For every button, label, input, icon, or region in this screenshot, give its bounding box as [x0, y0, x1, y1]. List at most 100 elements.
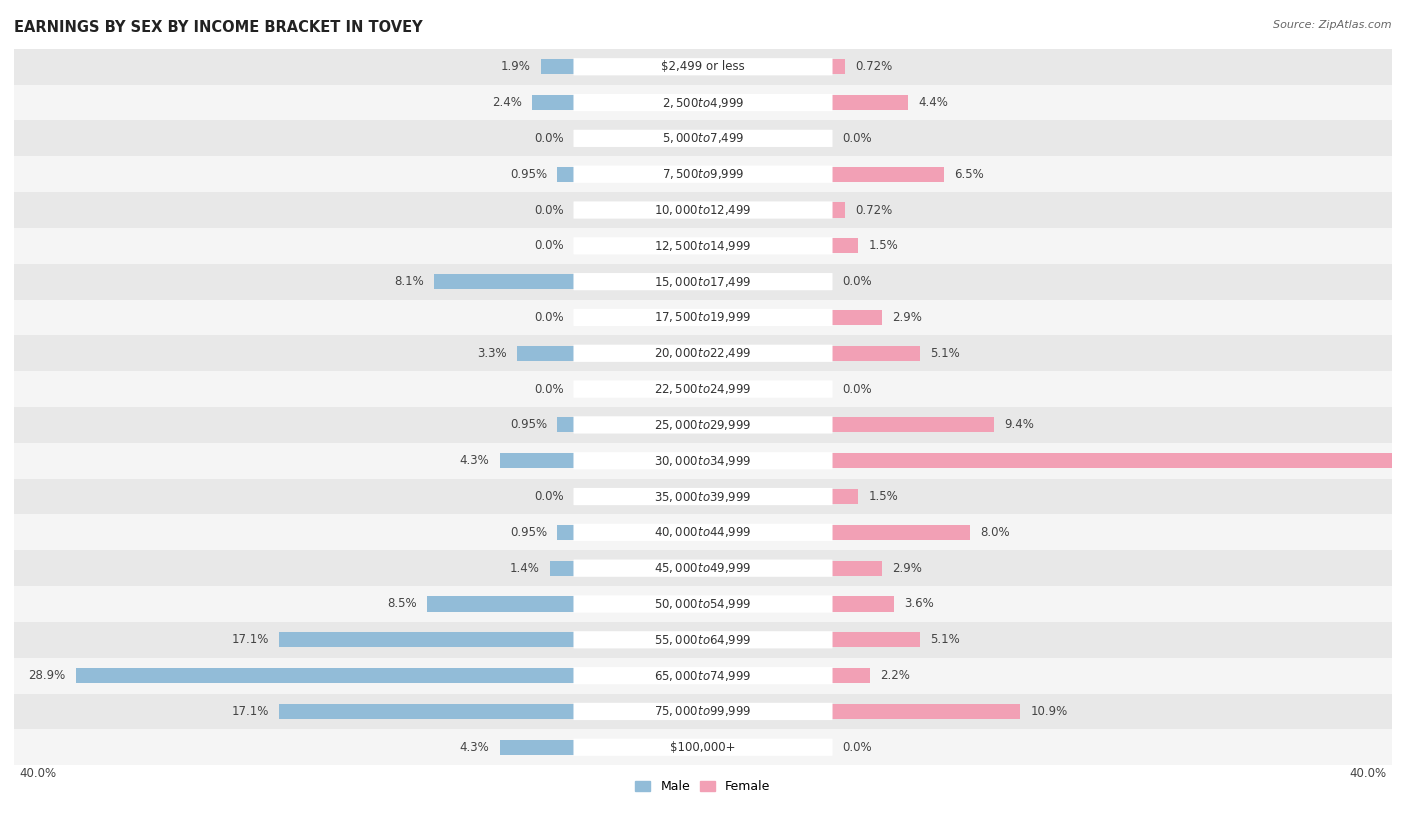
Bar	[14, 120, 1392, 156]
Text: 1.5%: 1.5%	[869, 490, 898, 503]
Text: 28.9%: 28.9%	[28, 669, 66, 682]
Bar	[14, 49, 1392, 85]
Text: $65,000 to $74,999: $65,000 to $74,999	[654, 668, 752, 683]
Text: 1.9%: 1.9%	[501, 60, 531, 73]
Bar	[832, 418, 994, 432]
Bar	[550, 561, 574, 575]
Text: $5,000 to $7,499: $5,000 to $7,499	[662, 131, 744, 146]
Bar	[832, 489, 858, 504]
FancyBboxPatch shape	[574, 452, 832, 470]
Text: 17.1%: 17.1%	[232, 633, 269, 646]
Text: 8.5%: 8.5%	[388, 597, 418, 610]
Bar	[280, 704, 574, 719]
Bar	[14, 335, 1392, 371]
Bar	[14, 300, 1392, 335]
Bar	[434, 274, 574, 289]
Bar	[832, 203, 845, 217]
FancyBboxPatch shape	[574, 488, 832, 505]
Text: 8.0%: 8.0%	[980, 526, 1010, 539]
Text: 4.3%: 4.3%	[460, 741, 489, 754]
Bar	[541, 59, 574, 74]
Text: 5.1%: 5.1%	[931, 633, 960, 646]
Bar	[832, 167, 945, 182]
FancyBboxPatch shape	[574, 738, 832, 756]
Text: $25,000 to $29,999: $25,000 to $29,999	[654, 418, 752, 432]
Text: 0.95%: 0.95%	[510, 526, 547, 539]
Bar	[499, 453, 574, 468]
Text: 2.9%: 2.9%	[893, 311, 922, 324]
Text: 0.0%: 0.0%	[534, 490, 564, 503]
Bar	[832, 704, 1019, 719]
Text: $20,000 to $22,499: $20,000 to $22,499	[654, 346, 752, 361]
Text: 0.95%: 0.95%	[510, 418, 547, 431]
Bar	[14, 407, 1392, 443]
Text: 1.5%: 1.5%	[869, 239, 898, 252]
FancyBboxPatch shape	[574, 702, 832, 720]
Text: 2.4%: 2.4%	[492, 96, 522, 109]
Bar	[832, 597, 894, 611]
Text: $50,000 to $54,999: $50,000 to $54,999	[654, 597, 752, 611]
Text: $15,000 to $17,499: $15,000 to $17,499	[654, 274, 752, 289]
FancyBboxPatch shape	[574, 201, 832, 219]
Text: 4.4%: 4.4%	[918, 96, 948, 109]
FancyBboxPatch shape	[574, 667, 832, 685]
Text: $12,500 to $14,999: $12,500 to $14,999	[654, 239, 752, 253]
Bar	[14, 228, 1392, 264]
Text: 0.0%: 0.0%	[842, 132, 872, 145]
Bar	[14, 622, 1392, 658]
Text: 1.4%: 1.4%	[509, 562, 540, 575]
Text: 4.3%: 4.3%	[460, 454, 489, 467]
Text: 5.1%: 5.1%	[931, 347, 960, 360]
FancyBboxPatch shape	[574, 237, 832, 255]
Legend: Male, Female: Male, Female	[630, 775, 776, 799]
Text: 8.1%: 8.1%	[394, 275, 425, 288]
Bar	[14, 264, 1392, 300]
Text: 0.0%: 0.0%	[842, 741, 872, 754]
Bar	[832, 346, 920, 361]
Bar	[832, 525, 970, 540]
Text: $40,000 to $44,999: $40,000 to $44,999	[654, 525, 752, 540]
Text: 0.72%: 0.72%	[855, 60, 893, 73]
Bar	[14, 658, 1392, 694]
Bar	[14, 550, 1392, 586]
Text: $55,000 to $64,999: $55,000 to $64,999	[654, 632, 752, 647]
Bar	[14, 586, 1392, 622]
Text: EARNINGS BY SEX BY INCOME BRACKET IN TOVEY: EARNINGS BY SEX BY INCOME BRACKET IN TOV…	[14, 20, 423, 35]
Bar	[557, 418, 574, 432]
FancyBboxPatch shape	[574, 523, 832, 541]
Bar	[832, 239, 858, 253]
Text: $35,000 to $39,999: $35,000 to $39,999	[654, 489, 752, 504]
FancyBboxPatch shape	[574, 309, 832, 326]
Text: $22,500 to $24,999: $22,500 to $24,999	[654, 382, 752, 396]
FancyBboxPatch shape	[574, 344, 832, 362]
Bar	[557, 525, 574, 540]
Text: 0.0%: 0.0%	[842, 383, 872, 396]
Bar	[832, 310, 882, 325]
Text: $30,000 to $34,999: $30,000 to $34,999	[654, 453, 752, 468]
FancyBboxPatch shape	[574, 58, 832, 76]
Text: 0.0%: 0.0%	[534, 383, 564, 396]
Bar	[280, 632, 574, 647]
Bar	[832, 561, 882, 575]
Text: 0.0%: 0.0%	[534, 239, 564, 252]
Text: 2.9%: 2.9%	[893, 562, 922, 575]
Bar	[14, 514, 1392, 550]
FancyBboxPatch shape	[574, 273, 832, 291]
Bar	[14, 729, 1392, 765]
Bar	[533, 95, 574, 110]
Bar	[832, 453, 1406, 468]
Bar	[14, 85, 1392, 120]
Bar	[427, 597, 574, 611]
Text: $2,500 to $4,999: $2,500 to $4,999	[662, 95, 744, 110]
Text: 0.0%: 0.0%	[534, 204, 564, 217]
Bar	[832, 632, 920, 647]
Text: $7,500 to $9,999: $7,500 to $9,999	[662, 167, 744, 182]
FancyBboxPatch shape	[574, 94, 832, 112]
Bar	[832, 668, 870, 683]
Text: 0.0%: 0.0%	[534, 311, 564, 324]
Text: 2.2%: 2.2%	[880, 669, 910, 682]
Bar	[832, 59, 845, 74]
FancyBboxPatch shape	[574, 129, 832, 147]
Text: $17,500 to $19,999: $17,500 to $19,999	[654, 310, 752, 325]
FancyBboxPatch shape	[574, 595, 832, 613]
